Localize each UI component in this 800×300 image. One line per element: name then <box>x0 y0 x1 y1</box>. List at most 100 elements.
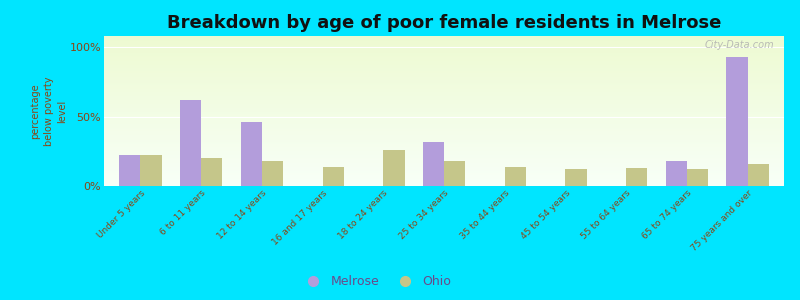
Bar <box>104 168 784 169</box>
Bar <box>104 67 784 68</box>
Bar <box>104 175 784 176</box>
Bar <box>104 57 784 58</box>
Bar <box>104 77 784 78</box>
Bar <box>726 57 747 186</box>
Bar <box>104 118 784 119</box>
Bar <box>104 165 784 166</box>
Bar <box>104 177 784 178</box>
Bar <box>104 68 784 69</box>
Bar <box>104 146 784 147</box>
Bar <box>104 147 784 148</box>
Bar <box>104 41 784 42</box>
Bar <box>104 94 784 95</box>
Bar <box>104 174 784 175</box>
Text: City-Data.com: City-Data.com <box>704 40 774 50</box>
Bar <box>104 51 784 52</box>
Bar <box>747 164 769 186</box>
Bar <box>241 122 262 186</box>
Bar <box>104 47 784 48</box>
Bar <box>104 114 784 115</box>
Bar <box>104 104 784 105</box>
Bar <box>104 120 784 121</box>
Bar <box>104 96 784 97</box>
Bar <box>104 172 784 173</box>
Bar <box>104 61 784 62</box>
Bar <box>104 55 784 56</box>
Bar <box>104 78 784 79</box>
Bar <box>104 91 784 92</box>
Bar <box>104 154 784 155</box>
Bar <box>383 150 405 186</box>
Bar <box>104 46 784 47</box>
Bar <box>104 176 784 177</box>
Bar <box>201 158 222 186</box>
Bar <box>104 121 784 122</box>
Bar <box>104 115 784 116</box>
Bar <box>104 56 784 57</box>
Bar <box>104 182 784 183</box>
Bar <box>104 185 784 186</box>
Legend: Melrose, Ohio: Melrose, Ohio <box>296 270 456 293</box>
Bar <box>104 86 784 87</box>
Bar <box>104 171 784 172</box>
Bar <box>104 38 784 39</box>
Bar <box>104 161 784 162</box>
Bar <box>104 87 784 88</box>
Bar <box>104 88 784 89</box>
Bar <box>104 183 784 184</box>
Bar <box>626 168 647 186</box>
Bar <box>104 73 784 74</box>
Bar <box>104 45 784 46</box>
Bar <box>104 60 784 61</box>
Bar <box>104 82 784 83</box>
Bar <box>104 54 784 55</box>
Bar <box>104 99 784 100</box>
Bar <box>104 85 784 86</box>
Bar <box>104 48 784 49</box>
Bar <box>422 142 444 186</box>
Bar <box>104 82 784 83</box>
Bar <box>104 69 784 70</box>
Bar <box>104 128 784 129</box>
Title: Breakdown by age of poor female residents in Melrose: Breakdown by age of poor female resident… <box>167 14 721 32</box>
Bar <box>104 141 784 142</box>
Bar <box>104 83 784 84</box>
Bar <box>104 65 784 66</box>
Bar <box>104 70 784 71</box>
Bar <box>104 180 784 181</box>
Bar <box>104 76 784 77</box>
Bar <box>104 138 784 139</box>
Bar <box>104 169 784 170</box>
Bar <box>687 169 708 186</box>
Bar <box>104 166 784 167</box>
Bar <box>104 62 784 63</box>
Bar <box>104 53 784 54</box>
Bar <box>104 155 784 156</box>
Bar <box>104 66 784 67</box>
Bar <box>104 170 784 171</box>
Bar <box>104 44 784 45</box>
Bar <box>104 42 784 43</box>
Bar <box>104 136 784 137</box>
Bar <box>104 145 784 146</box>
Bar <box>566 169 586 186</box>
Bar <box>104 178 784 179</box>
Bar <box>104 101 784 102</box>
Bar <box>104 100 784 101</box>
Bar <box>104 97 784 98</box>
Bar <box>104 40 784 41</box>
Bar <box>104 106 784 107</box>
Bar <box>104 156 784 157</box>
Bar <box>104 153 784 154</box>
Bar <box>104 71 784 72</box>
Bar <box>104 84 784 85</box>
Bar <box>104 119 784 120</box>
Bar <box>104 59 784 60</box>
Bar <box>505 167 526 186</box>
Bar <box>104 131 784 132</box>
Bar <box>104 129 784 130</box>
Bar <box>104 142 784 143</box>
Bar <box>104 58 784 59</box>
Bar <box>104 132 784 133</box>
Bar <box>104 149 784 150</box>
